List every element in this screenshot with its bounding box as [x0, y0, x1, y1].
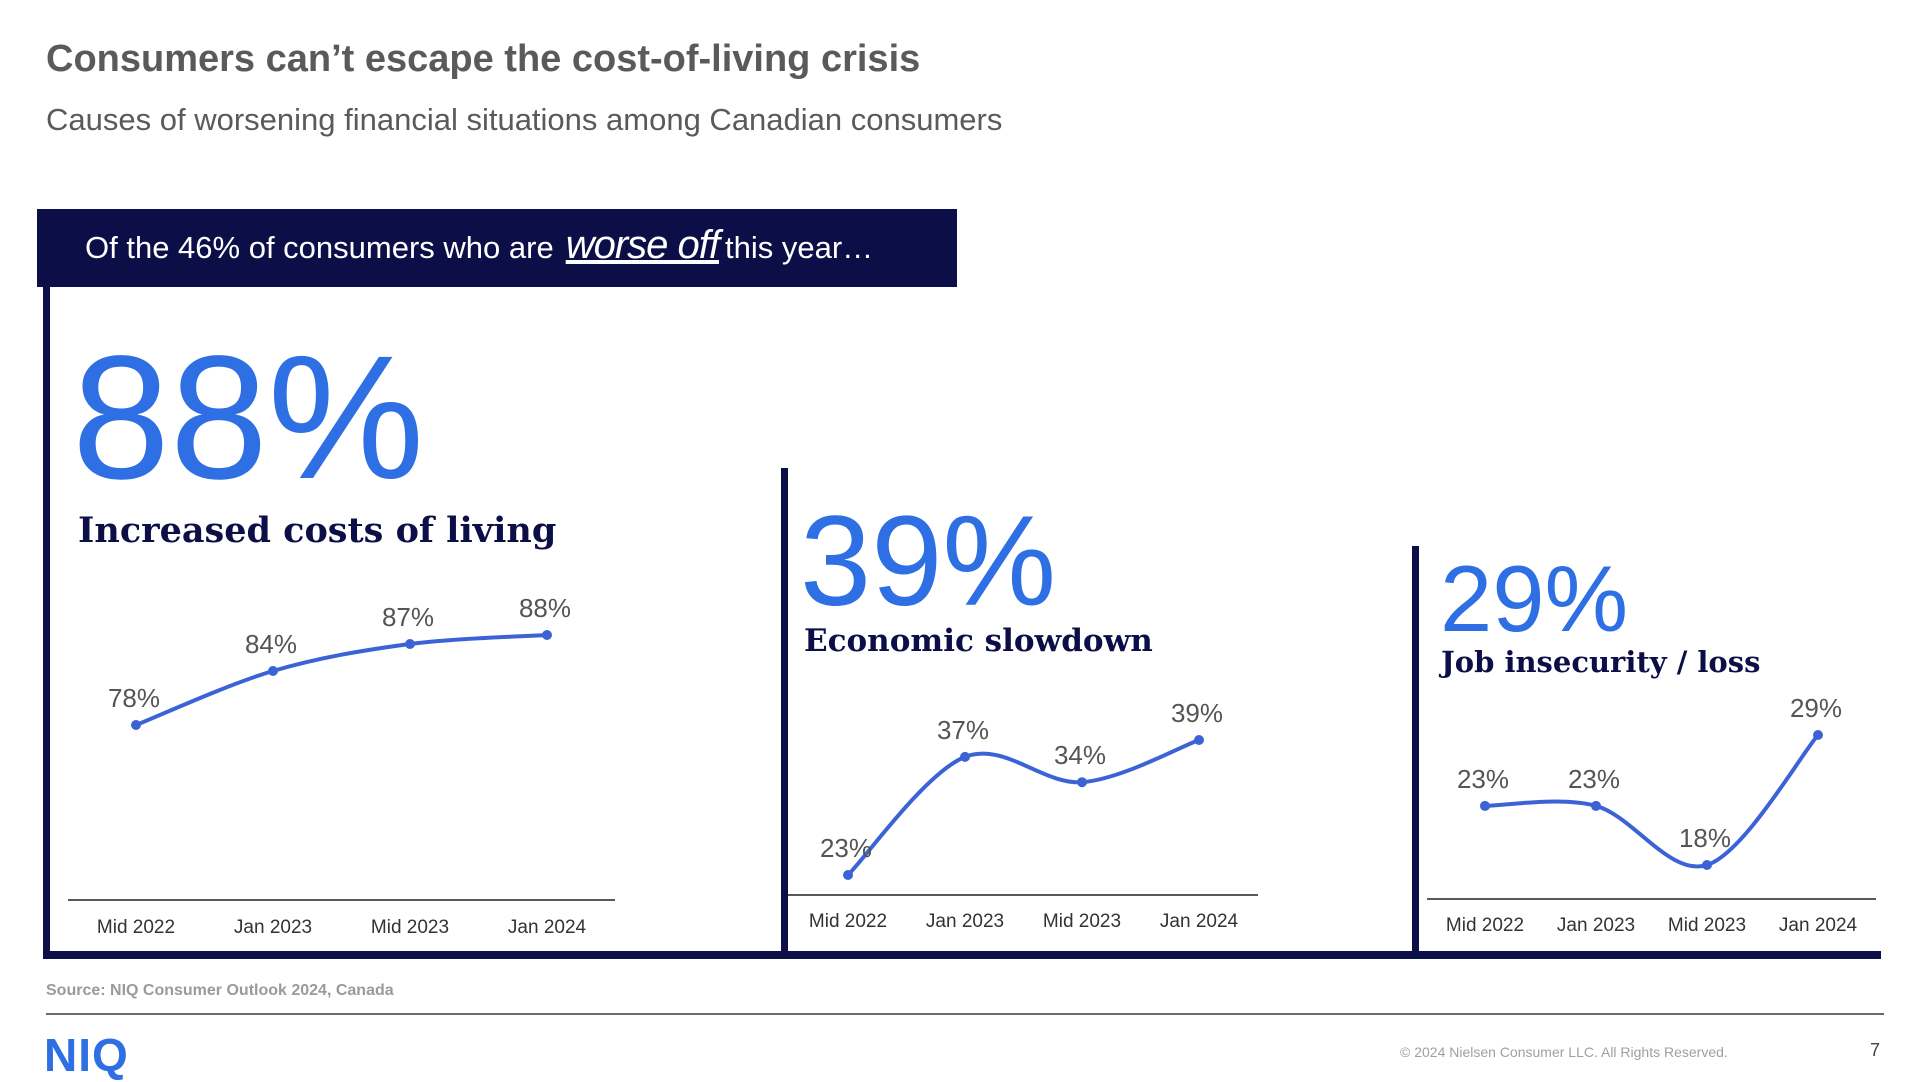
data-point	[542, 630, 552, 640]
series-line	[1484, 733, 1820, 869]
page-number: 7	[1870, 1040, 1881, 1060]
panel-3-percent: 29%	[1440, 546, 1629, 651]
page-title: Consumers can’t escape the cost-of-livin…	[46, 38, 921, 80]
data-label: 18%	[1679, 823, 1731, 853]
data-point	[1077, 777, 1087, 788]
data-label: 84%	[245, 629, 297, 659]
data-point	[843, 870, 853, 880]
chart-costs-of-living: 78% 84% 87% 88% Mid 2022 Jan 2023 Mid 2023 Jan …	[68, 593, 615, 938]
x-tick-label: Mid 2023	[371, 917, 449, 938]
x-tick-label: Jan 2023	[926, 911, 1004, 932]
data-label: 37%	[937, 715, 989, 745]
x-tick-label: Mid 2022	[1446, 915, 1524, 936]
data-label: 23%	[1457, 764, 1509, 794]
x-tick-label: Mid 2023	[1668, 915, 1746, 936]
panels-bottom-bar	[43, 951, 1881, 959]
data-point	[1702, 860, 1712, 870]
data-label: 39%	[1171, 698, 1223, 728]
data-point	[960, 751, 970, 762]
data-label: 87%	[382, 602, 434, 632]
data-point	[1813, 730, 1823, 740]
x-tick-label: Jan 2024	[1160, 911, 1239, 932]
page-subtitle: Causes of worsening financial situations…	[46, 102, 1003, 137]
source-note: Source: NIQ Consumer Outlook 2024, Canad…	[46, 982, 394, 999]
data-label: 29%	[1790, 693, 1842, 723]
data-point	[1591, 800, 1601, 811]
data-label: 88%	[519, 593, 571, 623]
banner-prefix: Of the 46% of consumers who are	[85, 230, 554, 265]
x-tick-label: Jan 2024	[508, 917, 587, 938]
series-line	[135, 633, 548, 727]
data-point	[1480, 800, 1490, 811]
chart-economic-slowdown: 23% 37% 34% 39% Mid 2022 Jan 2023 Mid 2023 Jan …	[788, 698, 1258, 932]
panel-3-caption: Job insecurity / loss	[1441, 645, 1761, 679]
x-tick-label: Jan 2024	[1779, 915, 1858, 936]
data-point	[131, 720, 141, 730]
copyright-notice: © 2024 Nielsen Consumer LLC. All Rights …	[1400, 1044, 1728, 1060]
banner-suffix: this year…	[724, 230, 874, 265]
panel-1-left-bar	[43, 287, 50, 957]
banner-emphasis: worse off	[565, 222, 720, 267]
data-label: 78%	[108, 683, 160, 713]
data-label: 23%	[1568, 764, 1620, 794]
data-point	[268, 666, 278, 676]
panel-1-caption: Increased costs of living	[78, 510, 557, 551]
chart-job-insecurity: 23% 23% 18% 29% Mid 2022 Jan 2023 Mid 2023 Jan …	[1427, 693, 1876, 936]
x-tick-label: Jan 2023	[1557, 915, 1635, 936]
panel-1-percent: 88%	[72, 320, 425, 516]
series-line	[846, 738, 1200, 877]
data-label: 23%	[820, 833, 872, 863]
x-tick-label: Mid 2022	[97, 917, 175, 938]
panel-3-left-bar	[1412, 546, 1419, 957]
panel-2-caption: Economic slowdown	[804, 623, 1153, 659]
x-tick-label: Mid 2023	[1043, 911, 1121, 932]
data-point	[405, 639, 415, 649]
data-point	[1194, 735, 1204, 745]
x-tick-label: Mid 2022	[809, 911, 887, 932]
niq-logo: NIQ	[44, 1029, 129, 1081]
panel-2-left-bar	[781, 468, 788, 957]
x-tick-label: Jan 2023	[234, 917, 312, 938]
intro-banner: Of the 46% of consumers who are worse of…	[37, 209, 957, 287]
footer-divider	[46, 1013, 1884, 1015]
data-label: 34%	[1054, 740, 1106, 770]
panel-2-percent: 39%	[800, 490, 1057, 633]
